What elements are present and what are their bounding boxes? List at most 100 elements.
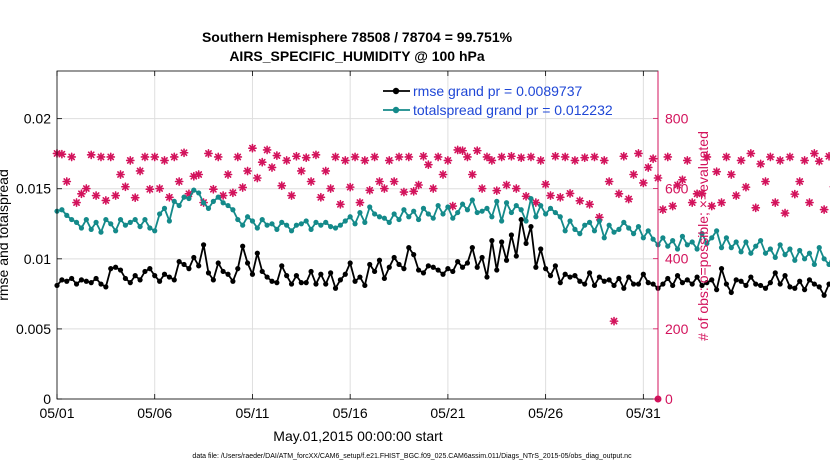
obs-count-marker <box>111 191 121 200</box>
totalspread-point <box>279 219 285 225</box>
totalspread-point <box>191 187 197 193</box>
rmse-point <box>714 287 720 293</box>
totalspread-point <box>660 235 666 241</box>
obs-count-marker <box>160 156 169 165</box>
obs-count-marker <box>741 182 751 192</box>
obs-count-marker <box>731 191 741 200</box>
obs-count-marker <box>384 156 394 165</box>
totalspread-point <box>552 209 558 216</box>
rmse-point <box>459 264 466 270</box>
totalspread-point <box>503 200 510 206</box>
series-layer <box>52 143 830 403</box>
rmse-point <box>626 274 632 280</box>
rmse-point <box>376 257 383 263</box>
totalspread-point <box>704 240 710 247</box>
totalspread-point <box>376 214 383 220</box>
obs-count-marker <box>751 203 761 213</box>
legend: rmse grand pr = 0.0089737 totalspread gr… <box>383 83 613 118</box>
rmse-point <box>288 281 295 287</box>
totalspread-point <box>288 228 295 234</box>
obs-count-marker <box>81 184 91 193</box>
totalspread-point <box>474 209 480 216</box>
obs-count-marker <box>814 156 824 166</box>
obs-count-marker <box>252 173 262 183</box>
obs-count-marker <box>492 186 502 196</box>
obs-count-marker <box>487 156 497 165</box>
rmse-point <box>718 266 725 272</box>
rmse-point <box>630 281 637 287</box>
rmse-point <box>816 284 822 290</box>
rmse-point <box>694 274 700 280</box>
obs-count-marker <box>96 152 106 162</box>
obs-count-marker <box>472 146 482 156</box>
obs-count-marker <box>531 198 541 207</box>
rmse-point <box>425 263 431 269</box>
rmse-point <box>508 232 515 238</box>
data-file-footnote: data file: /Users/raeder/DAI/ATM_forcXX/… <box>192 453 632 460</box>
totalspread-point <box>113 228 119 234</box>
obs-count-marker <box>614 189 624 199</box>
obs-count-marker <box>780 208 790 218</box>
rmse-point <box>787 284 793 290</box>
totalspread-point <box>337 222 343 228</box>
rmse-point <box>396 261 402 268</box>
obs-count-marker <box>355 198 365 207</box>
totalspread-point <box>269 221 275 227</box>
obs-count-marker <box>736 156 746 165</box>
legend-marker-totalspread <box>392 106 400 114</box>
totalspread-point <box>538 202 544 209</box>
totalspread-point <box>235 216 241 223</box>
obs-count-marker <box>433 152 443 162</box>
rmse-point <box>709 277 715 283</box>
rmse-point <box>127 280 133 286</box>
totalspread-point <box>323 219 329 225</box>
totalspread-point <box>455 209 461 216</box>
rmse-point <box>88 280 94 286</box>
rmse-point <box>323 281 329 287</box>
obs-count-marker <box>619 151 629 161</box>
rmse-point <box>259 268 265 275</box>
totalspread-point <box>494 198 500 204</box>
rmse-point <box>650 281 656 287</box>
rmse-point <box>69 275 75 282</box>
totalspread-point <box>611 229 617 235</box>
rmse-point <box>108 266 114 272</box>
rmse-point <box>254 250 260 256</box>
totalspread-point <box>508 209 515 216</box>
rmse-point <box>93 275 99 282</box>
rmse-point <box>176 259 182 265</box>
x-tick-label: 05/01 <box>39 405 74 421</box>
rmse-point <box>738 278 744 284</box>
totalspread-point <box>489 214 495 220</box>
obs-count-marker <box>394 152 404 162</box>
obs-count-marker <box>292 151 301 161</box>
totalspread-point <box>674 246 681 252</box>
obs-count-marker <box>365 185 375 195</box>
obs-count-marker <box>414 180 423 190</box>
totalspread-point <box>152 228 158 234</box>
rmse-point <box>83 278 89 284</box>
legend-label-totalspread: totalspread grand pr = 0.012232 <box>413 102 613 118</box>
rmse-point <box>469 245 475 251</box>
totalspread-point <box>352 221 358 227</box>
rmse-point <box>342 271 348 277</box>
rmse-point <box>372 268 378 275</box>
rmse-point <box>122 275 129 282</box>
rmse-point <box>797 278 803 284</box>
rmse-point <box>455 259 461 265</box>
totalspread-point <box>767 246 773 252</box>
rmse-point <box>606 277 612 283</box>
totalspread-point <box>391 211 397 217</box>
obs-count-marker <box>213 152 223 162</box>
rmse-point <box>137 277 143 283</box>
rmse-point <box>645 280 651 286</box>
rmse-point <box>792 285 798 291</box>
totalspread-point <box>665 243 671 249</box>
rmse-point <box>582 281 588 287</box>
obs-count-marker <box>86 150 96 160</box>
x-tick-label: 05/06 <box>137 405 172 421</box>
obs-count-marker <box>331 152 340 162</box>
totalspread-point <box>186 195 192 202</box>
totalspread-point <box>240 222 246 228</box>
rmse-point <box>670 282 676 289</box>
